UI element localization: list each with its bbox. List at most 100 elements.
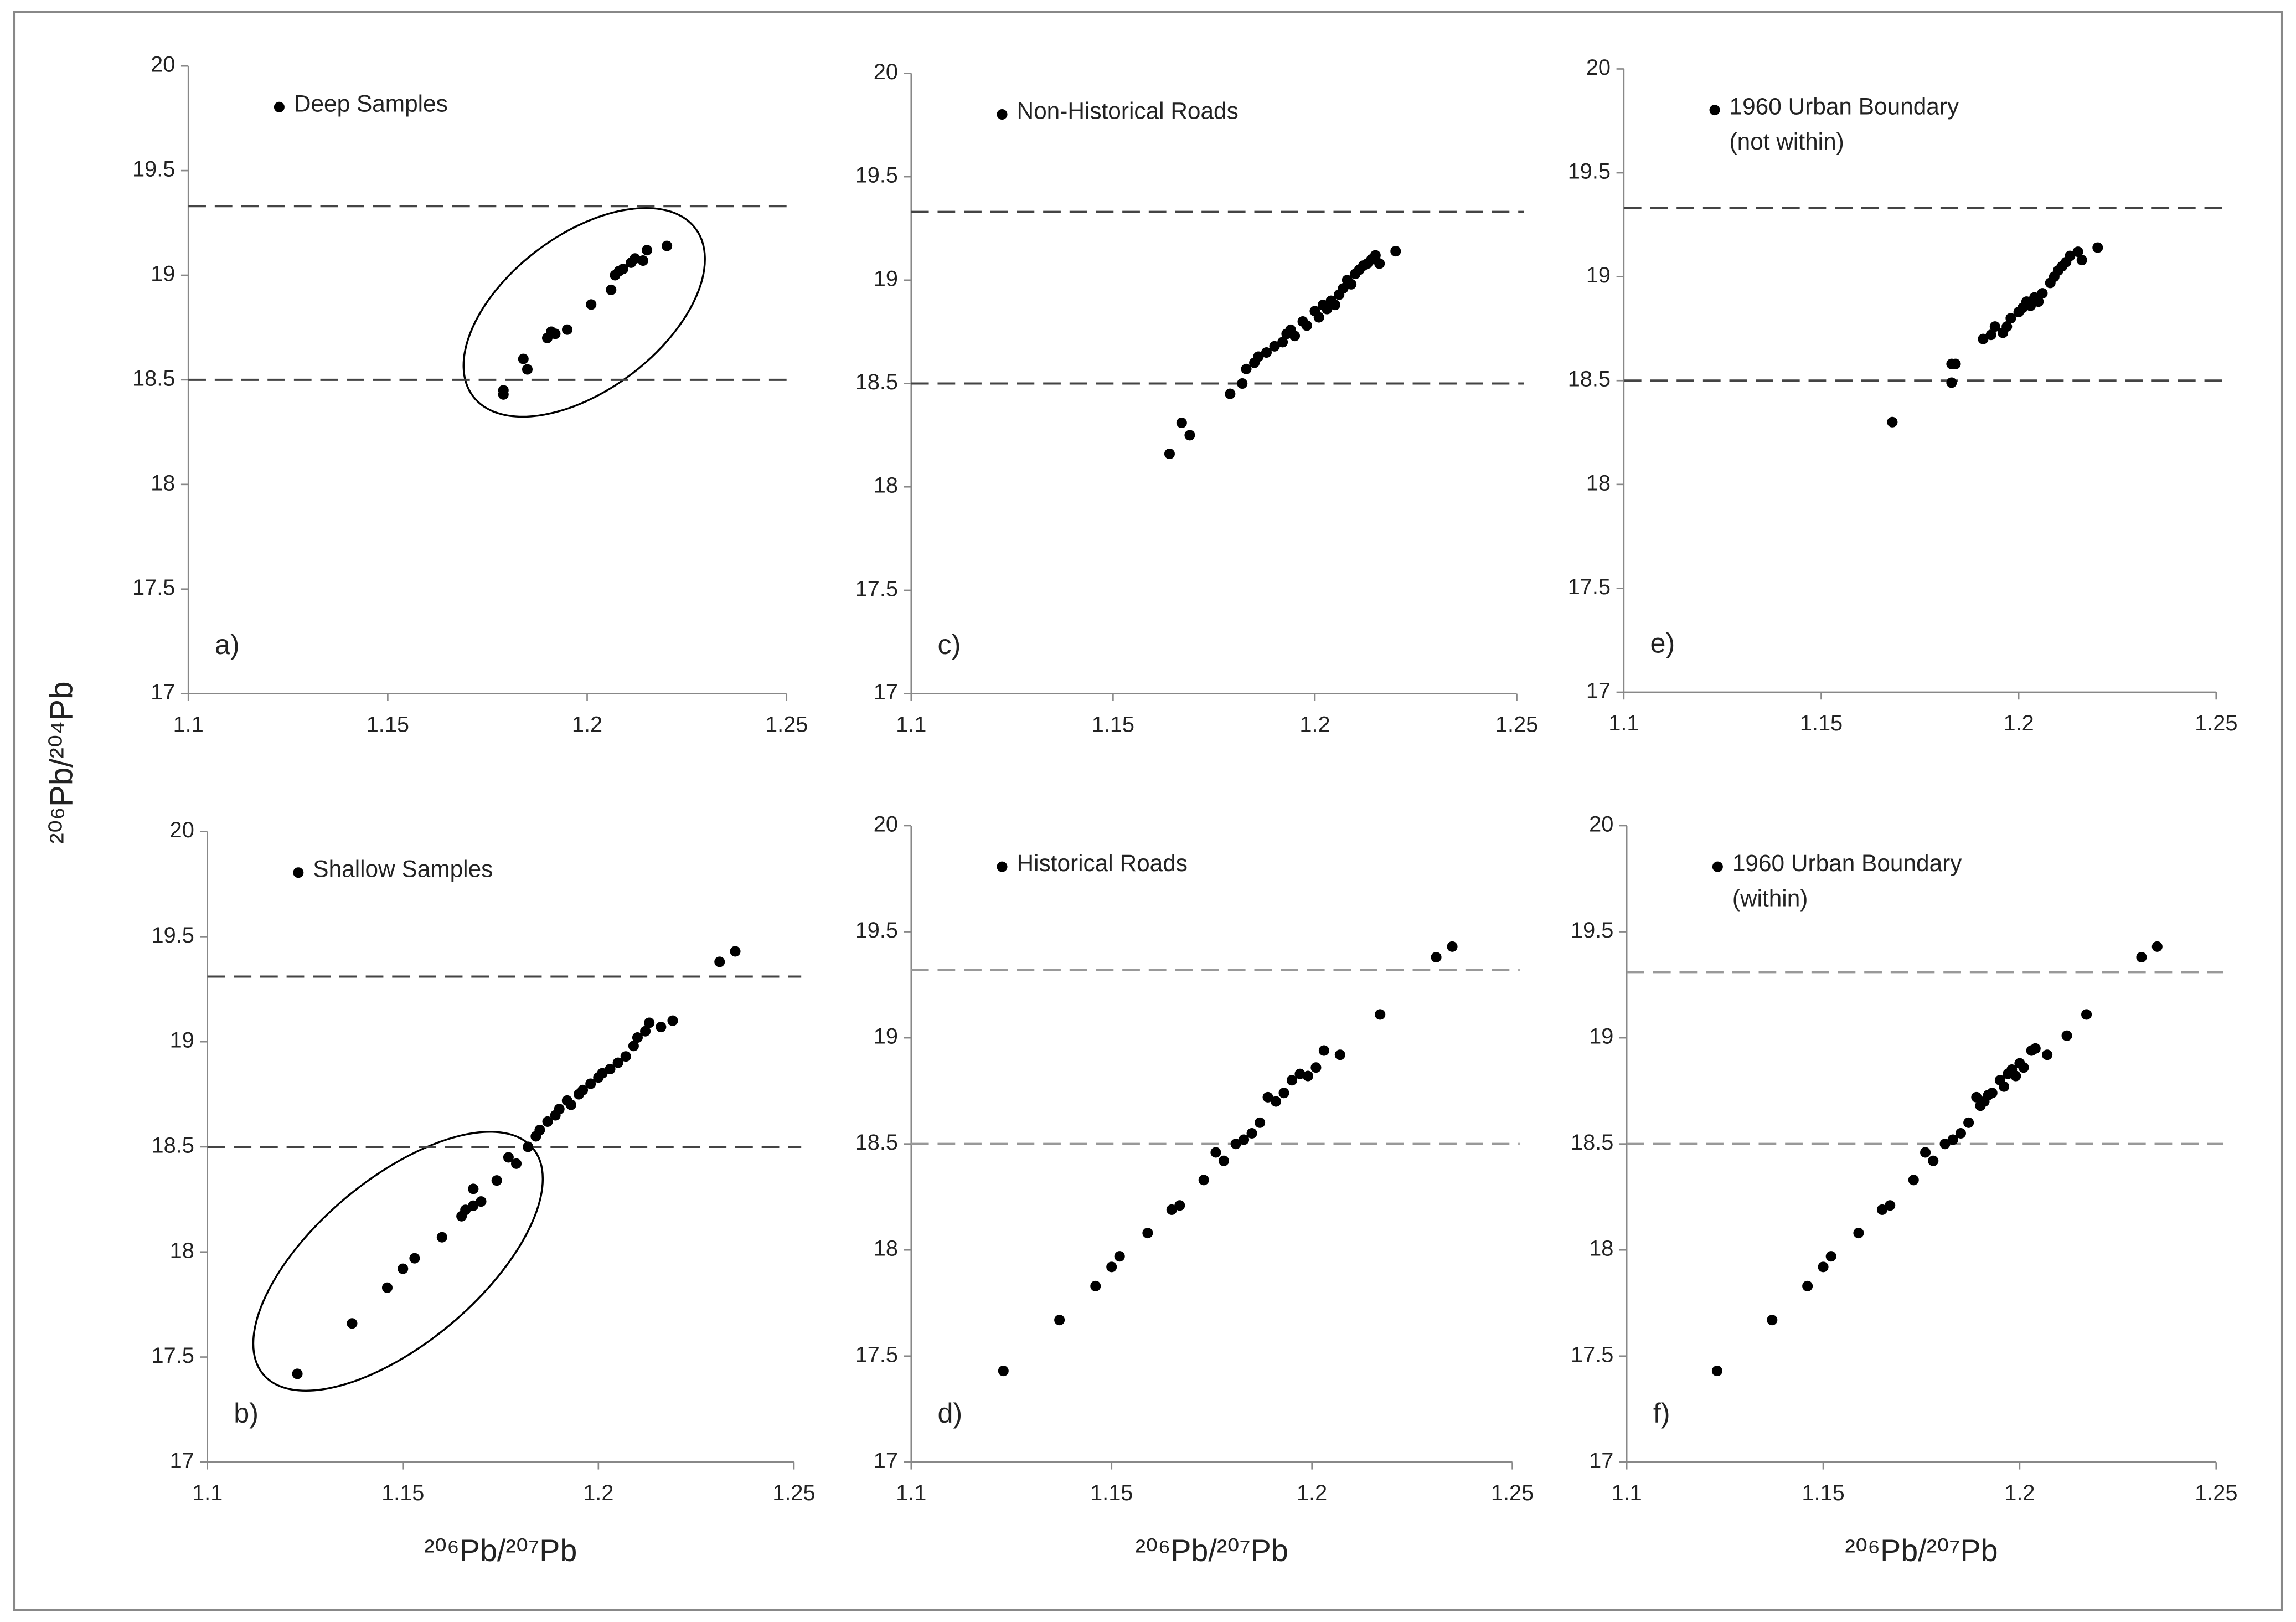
- data-point: [597, 1068, 608, 1079]
- data-point: [1947, 1134, 1958, 1145]
- data-point: [1269, 341, 1280, 352]
- y-tick-label: 17: [874, 1449, 898, 1473]
- data-point: [606, 284, 617, 295]
- data-point: [476, 1196, 487, 1207]
- data-point: [2001, 321, 2013, 332]
- data-point: [1286, 1075, 1298, 1086]
- data-point: [1255, 1117, 1266, 1128]
- data-point: [1390, 246, 1401, 257]
- x-axis-label: ²⁰⁶Pb/²⁰⁷Pb: [1845, 1533, 1998, 1568]
- data-point: [1198, 1175, 1209, 1186]
- legend-marker: [997, 861, 1008, 872]
- data-point: [1802, 1280, 1813, 1291]
- data-point: [565, 1099, 576, 1110]
- legend: Historical Roads: [1017, 852, 1187, 877]
- y-tick-label: 18: [874, 1237, 898, 1261]
- data-point: [1054, 1315, 1065, 1326]
- y-tick-label: 20: [874, 812, 898, 836]
- data-point: [503, 1152, 514, 1163]
- y-tick-label: 20: [874, 60, 898, 84]
- data-point: [491, 1175, 502, 1186]
- data-point: [630, 253, 641, 264]
- y-tick-label: 18.5: [1571, 1130, 1613, 1155]
- y-tick-label: 18: [170, 1238, 194, 1263]
- legend-entry: Shallow Samples: [313, 858, 493, 883]
- x-tick-label: 1.1: [173, 712, 204, 737]
- data-point: [1431, 951, 1442, 963]
- data-point: [1887, 416, 1898, 428]
- y-tick-label: 17: [1589, 1449, 1613, 1473]
- data-point: [1239, 1134, 1250, 1145]
- x-tick-label: 1.15: [1802, 1481, 1844, 1505]
- data-point: [1334, 1049, 1345, 1060]
- data-point: [1246, 1127, 1257, 1139]
- data-point: [1950, 358, 1961, 369]
- x-tick-label: 1.2: [2004, 711, 2034, 735]
- y-tick-label: 17: [1586, 678, 1611, 703]
- data-point: [1374, 258, 1385, 269]
- data-point: [498, 385, 509, 396]
- data-point: [1876, 1204, 1888, 1215]
- x-tick-label: 1.25: [765, 712, 808, 737]
- legend-marker: [997, 109, 1008, 120]
- data-point: [523, 1141, 534, 1152]
- legend-entry: Deep Samples: [293, 92, 448, 117]
- y-tick-label: 18.5: [151, 1133, 194, 1157]
- data-point: [1278, 1088, 1289, 1099]
- data-point: [1971, 1091, 1982, 1103]
- data-point: [2072, 246, 2083, 258]
- data-point: [2037, 288, 2048, 299]
- data-point: [1289, 331, 1301, 342]
- data-point: [468, 1200, 479, 1211]
- legend-marker: [1709, 105, 1720, 116]
- data-point: [522, 364, 533, 375]
- data-point: [1885, 1200, 1896, 1211]
- data-point: [612, 1057, 623, 1068]
- y-tick-label: 17.5: [151, 1343, 194, 1368]
- data-point: [1329, 300, 1340, 311]
- y-tick-label: 17.5: [1568, 575, 1611, 599]
- panel-label: b): [234, 1397, 259, 1429]
- data-point: [2061, 1030, 2072, 1041]
- panel-label: e): [1650, 627, 1675, 659]
- data-point: [1963, 1117, 1974, 1128]
- panel-label: d): [937, 1397, 962, 1429]
- data-point: [1447, 941, 1458, 952]
- x-tick-label: 1.2: [1297, 1481, 1327, 1505]
- data-point: [1908, 1175, 1919, 1186]
- x-tick-label: 1.1: [192, 1481, 223, 1505]
- legend-entry: 1960 Urban Boundary (within): [1732, 852, 1962, 913]
- data-point: [1294, 1068, 1306, 1079]
- data-point: [1818, 1261, 1829, 1273]
- x-axis-label: ²⁰⁶Pb/²⁰⁷Pb: [1136, 1533, 1288, 1568]
- data-point: [554, 1104, 565, 1115]
- data-point: [1711, 1366, 1722, 1377]
- legend-marker: [1712, 861, 1723, 872]
- y-tick-label: 18: [1586, 471, 1611, 495]
- data-point: [662, 240, 673, 251]
- legend: Deep Samples: [293, 92, 448, 117]
- y-tick-label: 17.5: [855, 1342, 898, 1367]
- data-point: [1946, 377, 1957, 388]
- data-point: [561, 324, 573, 335]
- y-tick-label: 18.5: [132, 366, 175, 390]
- data-point: [1825, 1251, 1836, 1262]
- data-point: [2042, 1049, 2053, 1060]
- data-point: [1262, 1091, 1273, 1103]
- data-point: [1338, 283, 1349, 294]
- data-point: [1302, 1070, 1313, 1082]
- x-tick-label: 1.25: [1491, 1481, 1534, 1505]
- data-point: [1987, 1088, 1998, 1099]
- frame: [13, 11, 2283, 1611]
- data-point: [1978, 333, 1989, 344]
- data-point: [2065, 250, 2076, 261]
- data-point: [2010, 1070, 2021, 1082]
- legend: Non-Historical Roads: [1017, 100, 1238, 125]
- panel-label: c): [937, 629, 961, 660]
- data-point: [1253, 351, 1264, 362]
- data-point: [1939, 1139, 1951, 1150]
- x-tick-label: 1.25: [1495, 712, 1538, 737]
- data-point: [642, 245, 653, 256]
- y-tick-label: 17.5: [132, 575, 175, 600]
- data-point: [534, 1125, 545, 1136]
